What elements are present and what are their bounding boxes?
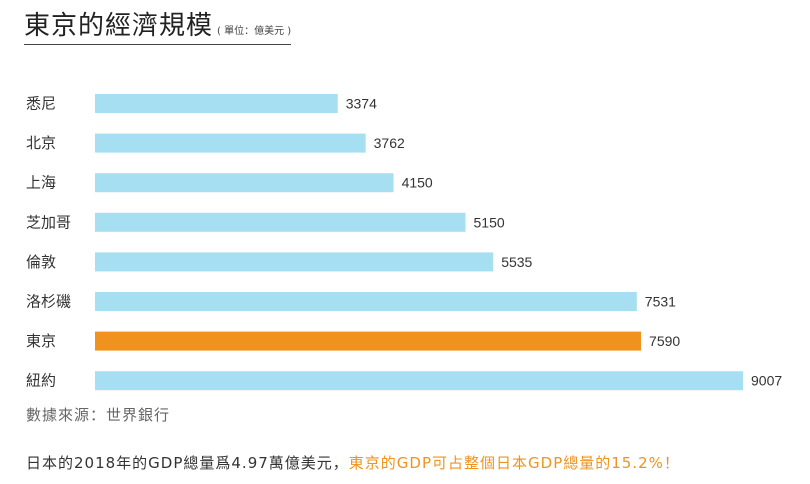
bar: [95, 371, 743, 391]
value-label: 7590: [649, 333, 680, 349]
chart-title-block: 東京的經濟規模 ( 單位：億美元 ): [24, 10, 292, 45]
category-label: 北京: [26, 134, 56, 152]
value-label: 3374: [346, 96, 377, 112]
bar: [95, 212, 466, 232]
value-label: 7531: [645, 294, 676, 310]
category-label: 洛杉磯: [26, 293, 71, 311]
footer-note: 日本的2018年的GDP總量爲4.97萬億美元，東京的GDP可占整個日本GDP總…: [26, 452, 680, 473]
bar: [95, 133, 366, 153]
category-label: 東京: [26, 332, 56, 350]
category-label: 悉尼: [26, 95, 56, 113]
category-label: 上海: [26, 174, 56, 192]
value-label: 4150: [402, 175, 433, 191]
unit-note: ( 單位：億美元 ): [217, 26, 292, 37]
footer-highlight: 東京的GDP可占整個日本GDP總量的15.2%！: [348, 454, 680, 472]
footer-text: 日本的2018年的GDP總量爲4.97萬億美元，: [26, 454, 349, 472]
bar: [95, 173, 394, 193]
bar: [95, 331, 642, 351]
value-label: 3762: [374, 135, 405, 151]
category-label: 芝加哥: [26, 213, 71, 231]
category-label: 倫敦: [26, 253, 56, 271]
chart-title: 東京的經濟規模: [24, 11, 214, 41]
bar: [95, 252, 494, 272]
value-label: 5150: [474, 214, 505, 230]
category-label: 紐約: [26, 372, 56, 390]
bar: [95, 94, 338, 113]
value-label: 9007: [751, 373, 782, 389]
value-label: 5535: [501, 254, 532, 270]
bar: [95, 292, 637, 311]
data-source: 數據來源：世界銀行: [26, 406, 171, 424]
